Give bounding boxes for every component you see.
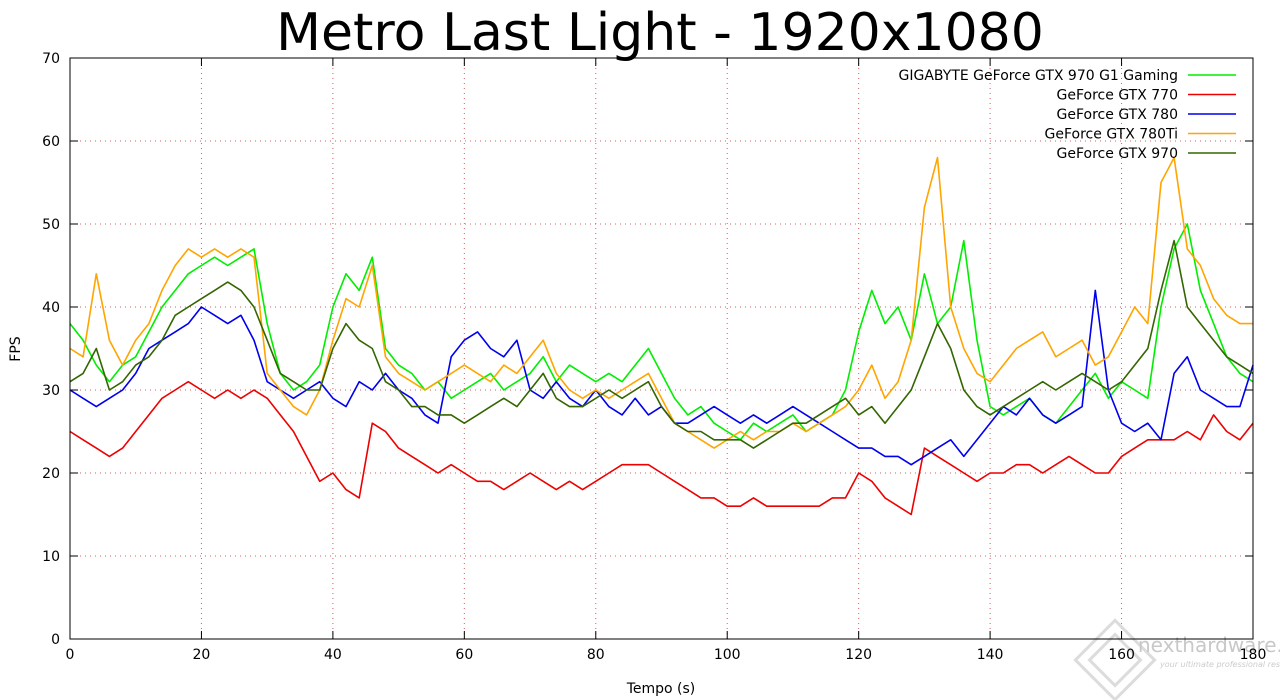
y-axis-label: FPS	[8, 336, 24, 361]
y-tick-label: 30	[42, 383, 60, 399]
y-tick-label: 10	[42, 549, 60, 565]
x-tick-label: 60	[455, 647, 473, 663]
y-tick-label: 70	[42, 51, 60, 67]
y-tick-label: 60	[42, 134, 60, 150]
y-tick-label: 50	[42, 217, 60, 233]
chart-title: Metro Last Light - 1920x1080	[276, 3, 1044, 63]
series-line-4	[69, 156, 1253, 449]
y-tick-label: 20	[42, 466, 60, 482]
watermark-tagline: your ultimate professional resource	[1159, 660, 1280, 669]
watermark-brand: nexthardware.com	[1138, 633, 1280, 657]
series-line-5	[69, 239, 1254, 449]
legend-label: GeForce GTX 970	[1057, 146, 1178, 162]
x-tick-label: 20	[193, 647, 211, 663]
y-tick-label: 40	[42, 300, 60, 316]
x-tick-label: 140	[977, 647, 1004, 663]
legend-label: GeForce GTX 780Ti	[1045, 127, 1178, 143]
x-tick-label: 120	[845, 647, 872, 663]
legend-label: GIGABYTE GeForce GTX 970 G1 Gaming	[899, 68, 1178, 84]
x-tick-label: 180	[1240, 647, 1267, 663]
plot-frame	[69, 57, 1254, 640]
legend: GIGABYTE GeForce GTX 970 G1 Gaming GeForc…	[899, 68, 1236, 162]
y-tick-label: 0	[51, 632, 60, 648]
legend-label: GeForce GTX 780	[1057, 107, 1178, 123]
x-tick-label: 40	[324, 647, 342, 663]
series-line-2	[69, 380, 1254, 516]
legend-label: GeForce GTX 770	[1057, 88, 1178, 104]
watermark-logo: nexthardware.com your ultimate professio…	[1073, 618, 1280, 700]
series-lines	[69, 156, 1254, 516]
axis-ticks	[69, 57, 1254, 640]
x-tick-label: 80	[587, 647, 605, 663]
x-tick-label: 100	[714, 647, 741, 663]
x-tick-label: 160	[1108, 647, 1135, 663]
x-axis-label: Tempo (s)	[626, 681, 696, 697]
x-tick-label: 0	[66, 647, 75, 663]
tick-labels: 0 20 40 60 80 100 120 140 160 180 0 10 20 30 40 50 60 70	[42, 51, 1266, 663]
